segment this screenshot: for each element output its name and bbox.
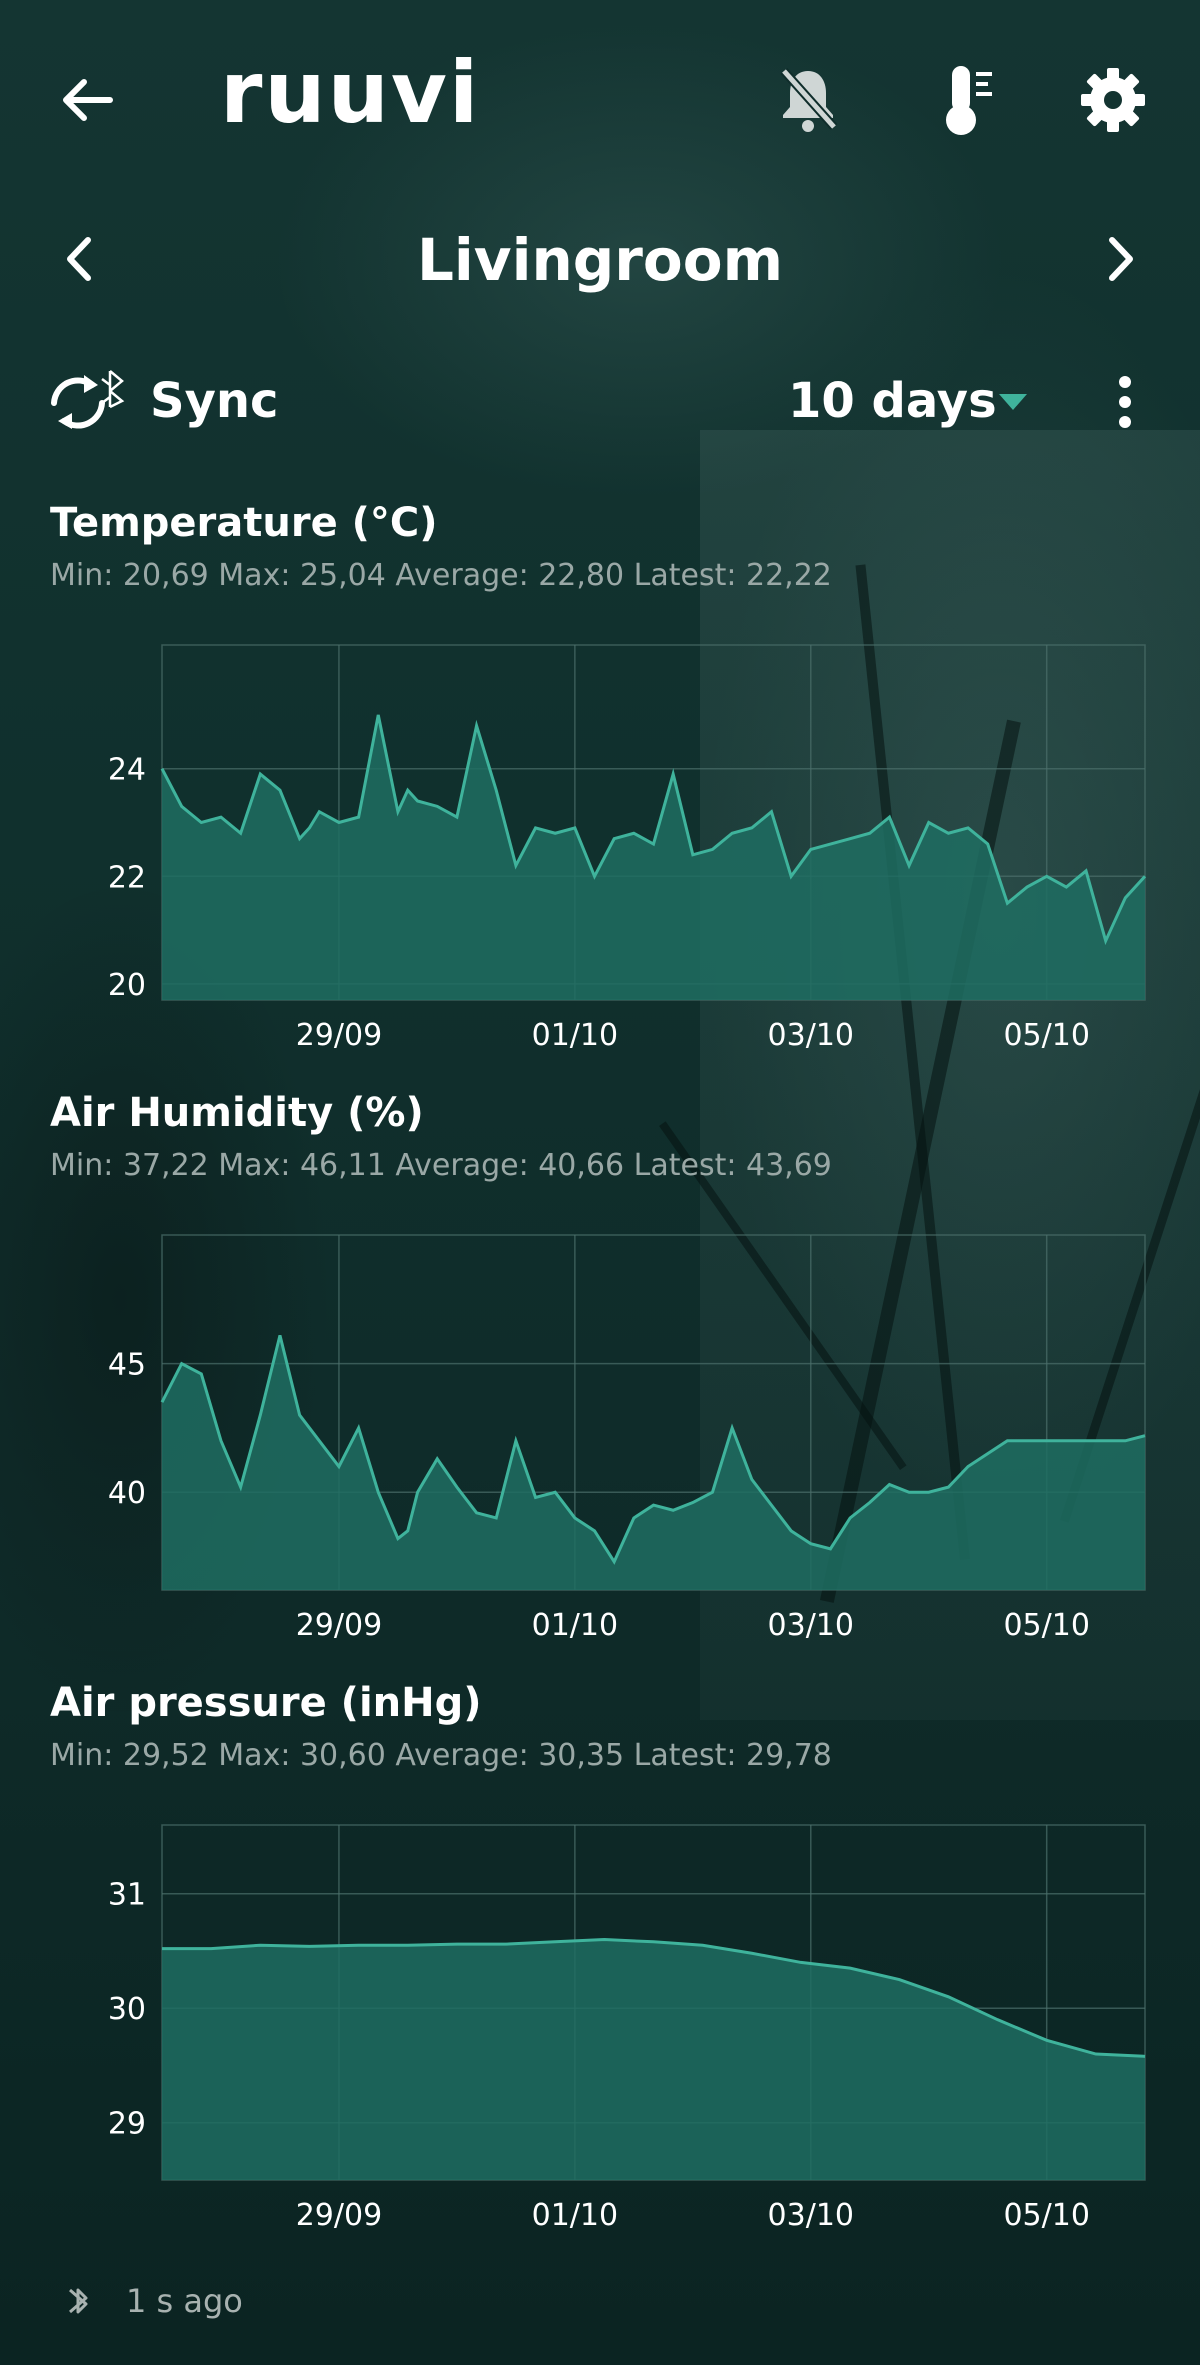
sync-row: Sync 10 days [0,355,1200,445]
pressure-chart[interactable]: 29 30 31 29/09 01/10 03/10 05/10 [0,1780,1200,2240]
sync-button[interactable]: Sync [150,373,279,429]
bluetooth-sync-icon[interactable] [40,363,136,439]
last-updated-text: 1 s ago [126,2282,243,2320]
chart-title: Temperature (°C) [50,500,438,546]
chart-stats: Min: 29,52 Max: 30,60 Average: 30,35 Lat… [50,1738,832,1773]
x-tick-label: 29/09 [296,1018,382,1053]
chart-stats: Min: 20,69 Max: 25,04 Average: 22,80 Lat… [50,558,832,593]
series-line [162,1938,1146,2058]
chart-stats: Min: 37,22 Max: 46,11 Average: 40,66 Lat… [50,1148,832,1183]
series-area [162,714,1145,1000]
series-line [160,1334,1146,1565]
temperature-chart-section: Temperature (°C) Min: 20,69 Max: 25,04 A… [0,500,1200,1060]
chevron-right-icon[interactable] [1090,224,1150,294]
humidity-chart[interactable]: 40 45 29/09 01/10 03/10 05/10 [0,1190,1200,1650]
more-vertical-icon[interactable] [1100,367,1150,437]
y-tick-label: 20 [108,968,146,1003]
time-range-dropdown[interactable]: 10 days [788,373,997,429]
x-tick-label: 29/09 [296,2198,382,2233]
temperature-chart[interactable]: 20 22 24 29/09 01/10 03/10 05/10 [0,600,1200,1060]
x-tick-label: 05/10 [1003,2198,1089,2233]
chart-title: Air pressure (inHg) [50,1680,482,1726]
x-tick-label: 05/10 [1003,1608,1089,1643]
y-tick-label: 31 [108,1878,146,1913]
y-tick-label: 29 [108,2107,146,2142]
x-tick-label: 01/10 [532,1018,618,1053]
thermometer-icon[interactable] [930,62,1006,138]
sensor-name: Livingroom [416,226,784,294]
x-tick-label: 29/09 [296,1608,382,1643]
y-tick-label: 45 [108,1348,146,1383]
y-tick-label: 40 [108,1476,146,1511]
bell-off-icon[interactable] [770,62,846,138]
series-area [162,1939,1145,2180]
top-bar: ruuvi [0,40,1200,150]
ruuvi-logo: ruuvi [220,43,481,143]
x-tick-label: 03/10 [768,1608,854,1643]
sensor-navigation: Livingroom [0,210,1200,310]
humidity-chart-section: Air Humidity (%) Min: 37,22 Max: 46,11 A… [0,1090,1200,1650]
gear-icon[interactable] [1075,62,1151,138]
x-tick-label: 05/10 [1003,1018,1089,1053]
y-tick-label: 22 [108,860,146,895]
chevron-left-icon[interactable] [50,224,110,294]
x-tick-label: 03/10 [768,2198,854,2233]
series-area [162,1335,1145,1590]
series-line [160,714,1147,946]
x-tick-label: 01/10 [532,2198,618,2233]
x-tick-label: 03/10 [768,1018,854,1053]
x-tick-label: 01/10 [532,1608,618,1643]
chart-title: Air Humidity (%) [50,1090,424,1136]
back-arrow-icon[interactable] [50,62,126,138]
caret-down-icon[interactable] [990,379,1036,425]
pressure-chart-section: Air pressure (inHg) Min: 29,52 Max: 30,6… [0,1680,1200,2240]
bluetooth-icon [69,2288,88,2314]
y-tick-label: 24 [108,753,146,788]
y-tick-label: 30 [108,1992,146,2027]
